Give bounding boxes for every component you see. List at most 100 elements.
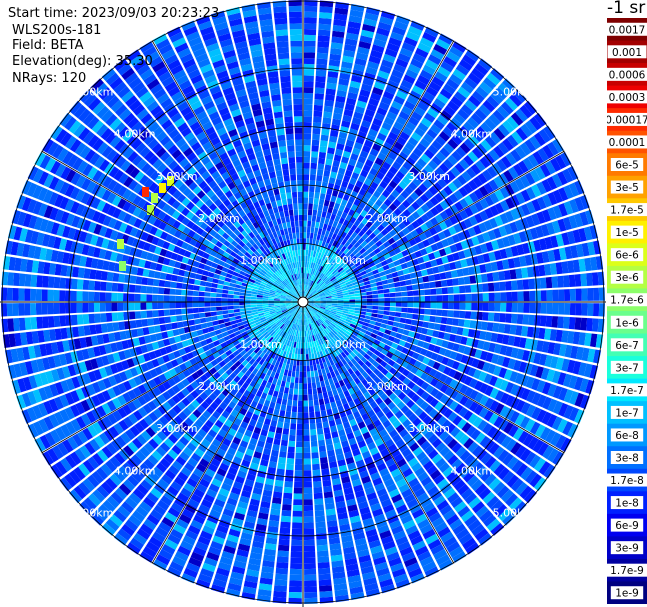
data-cell (157, 295, 164, 302)
data-cell (538, 353, 548, 366)
data-cell (494, 87, 508, 100)
data-cell (332, 30, 345, 38)
data-cell (394, 379, 402, 388)
data-cell (335, 178, 342, 186)
data-cell (437, 331, 445, 339)
data-cell (340, 224, 347, 232)
data-cell (415, 197, 425, 207)
data-cell (395, 307, 402, 312)
data-cell (388, 392, 398, 401)
data-cell (460, 336, 468, 345)
data-cell (327, 273, 334, 279)
data-cell (348, 307, 355, 310)
data-cell (480, 469, 493, 482)
data-cell (303, 377, 307, 384)
data-cell (447, 310, 454, 318)
data-cell (445, 170, 456, 181)
data-cell (354, 325, 362, 331)
data-cell (419, 348, 428, 356)
data-cell (377, 152, 387, 161)
data-cell (439, 88, 453, 100)
data-cell (465, 337, 474, 347)
data-cell (317, 35, 330, 42)
data-cell (445, 271, 452, 279)
data-cell (477, 340, 485, 350)
data-cell (199, 312, 206, 318)
data-cell (574, 213, 584, 228)
data-cell (520, 203, 531, 216)
data-cell (319, 293, 326, 297)
data-cell (373, 368, 381, 376)
data-cell (323, 170, 331, 177)
data-cell (389, 311, 396, 317)
data-cell (454, 335, 462, 344)
data-cell (307, 294, 313, 299)
data-cell (439, 446, 451, 457)
data-cell (374, 137, 385, 147)
data-cell (310, 310, 315, 316)
data-cell (331, 118, 341, 126)
data-cell (435, 257, 444, 266)
data-cell (506, 302, 513, 313)
data-cell (551, 173, 563, 188)
data-cell (547, 383, 557, 397)
data-cell (407, 296, 414, 302)
data-cell (350, 320, 358, 326)
data-cell (313, 481, 322, 488)
data-cell (320, 282, 326, 288)
data-cell (515, 127, 528, 141)
data-cell (445, 325, 452, 333)
data-cell (584, 332, 592, 347)
data-cell (319, 404, 326, 411)
data-cell (325, 403, 332, 410)
data-cell (441, 340, 449, 349)
data-cell (400, 236, 409, 244)
data-cell (491, 240, 500, 251)
data-cell (314, 245, 318, 252)
data-cell (400, 79, 413, 90)
data-cell (328, 231, 334, 239)
data-cell (344, 321, 351, 326)
data-cell (351, 318, 359, 323)
data-cell (342, 263, 348, 269)
data-cell (364, 284, 372, 289)
data-cell (316, 287, 322, 292)
data-cell (558, 343, 567, 357)
data-cell (511, 313, 518, 324)
data-cell (355, 251, 362, 258)
data-cell (314, 303, 321, 305)
data-cell (310, 157, 318, 164)
data-cell (215, 302, 222, 307)
data-cell (468, 496, 481, 509)
data-cell (482, 312, 489, 321)
data-cell (304, 290, 306, 297)
data-cell (306, 371, 311, 378)
data-cell (407, 214, 416, 224)
data-cell (361, 379, 369, 387)
data-cell (410, 58, 424, 69)
data-cell (365, 6, 380, 16)
data-cell (318, 308, 325, 312)
data-cell (500, 489, 514, 503)
data-cell (379, 127, 390, 137)
data-cell (175, 308, 182, 315)
data-cell (336, 311, 343, 315)
data-cell (352, 258, 360, 265)
data-cell (229, 282, 236, 288)
data-cell (384, 363, 392, 372)
data-cell (319, 317, 325, 323)
data-cell (309, 186, 315, 193)
data-cell (402, 161, 413, 171)
data-cell (406, 260, 414, 268)
data-cell (426, 175, 437, 185)
data-cell (568, 375, 578, 389)
data-cell (385, 170, 395, 180)
data-cell (467, 441, 479, 453)
data-cell (390, 146, 401, 156)
data-cell (313, 295, 320, 299)
data-cell (581, 347, 590, 362)
data-cell (416, 217, 425, 226)
data-cell (326, 256, 332, 263)
data-cell (447, 438, 458, 450)
data-cell (460, 488, 474, 500)
